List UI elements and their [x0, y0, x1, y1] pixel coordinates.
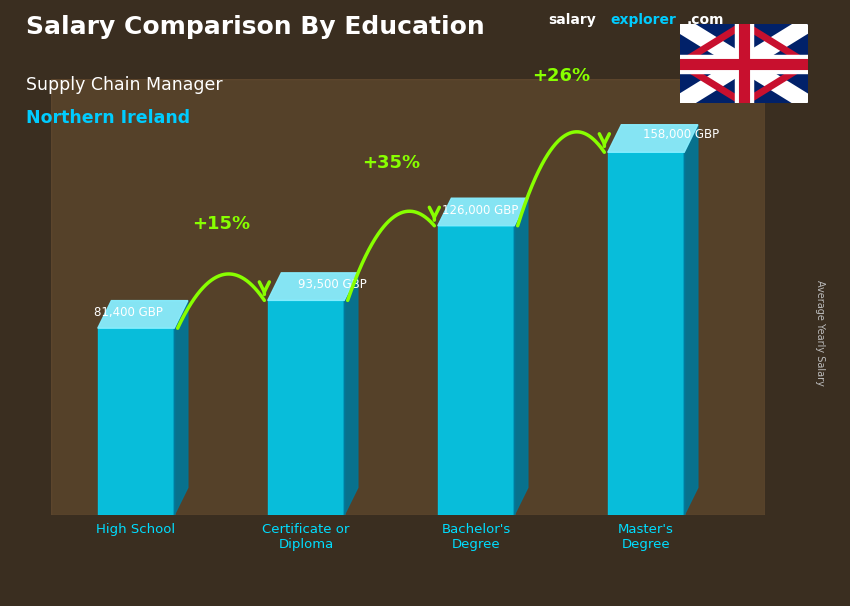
Bar — [438, 226, 514, 515]
Polygon shape — [98, 301, 188, 328]
Polygon shape — [438, 198, 528, 226]
Text: 126,000 GBP: 126,000 GBP — [442, 204, 518, 216]
Text: 158,000 GBP: 158,000 GBP — [643, 128, 719, 141]
Polygon shape — [174, 301, 188, 515]
Text: 93,500 GBP: 93,500 GBP — [298, 278, 366, 291]
Bar — [51, 79, 765, 515]
Polygon shape — [268, 273, 358, 301]
Bar — [51, 79, 765, 515]
Polygon shape — [514, 198, 528, 515]
Text: Supply Chain Manager: Supply Chain Manager — [26, 76, 222, 94]
Bar — [51, 79, 765, 515]
Polygon shape — [684, 125, 698, 515]
Text: .com: .com — [687, 13, 724, 27]
Text: +15%: +15% — [192, 215, 250, 233]
Text: +35%: +35% — [362, 154, 420, 171]
Text: Salary Comparison By Education: Salary Comparison By Education — [26, 15, 484, 39]
Text: Northern Ireland: Northern Ireland — [26, 109, 190, 127]
Bar — [268, 301, 344, 515]
Text: 81,400 GBP: 81,400 GBP — [94, 306, 162, 319]
Polygon shape — [608, 125, 698, 152]
Text: +26%: +26% — [532, 67, 590, 84]
Bar — [608, 152, 684, 515]
Text: explorer: explorer — [610, 13, 676, 27]
Polygon shape — [344, 273, 358, 515]
Bar — [51, 79, 765, 515]
Bar — [98, 328, 174, 515]
Text: Average Yearly Salary: Average Yearly Salary — [815, 281, 825, 386]
Text: salary: salary — [548, 13, 596, 27]
